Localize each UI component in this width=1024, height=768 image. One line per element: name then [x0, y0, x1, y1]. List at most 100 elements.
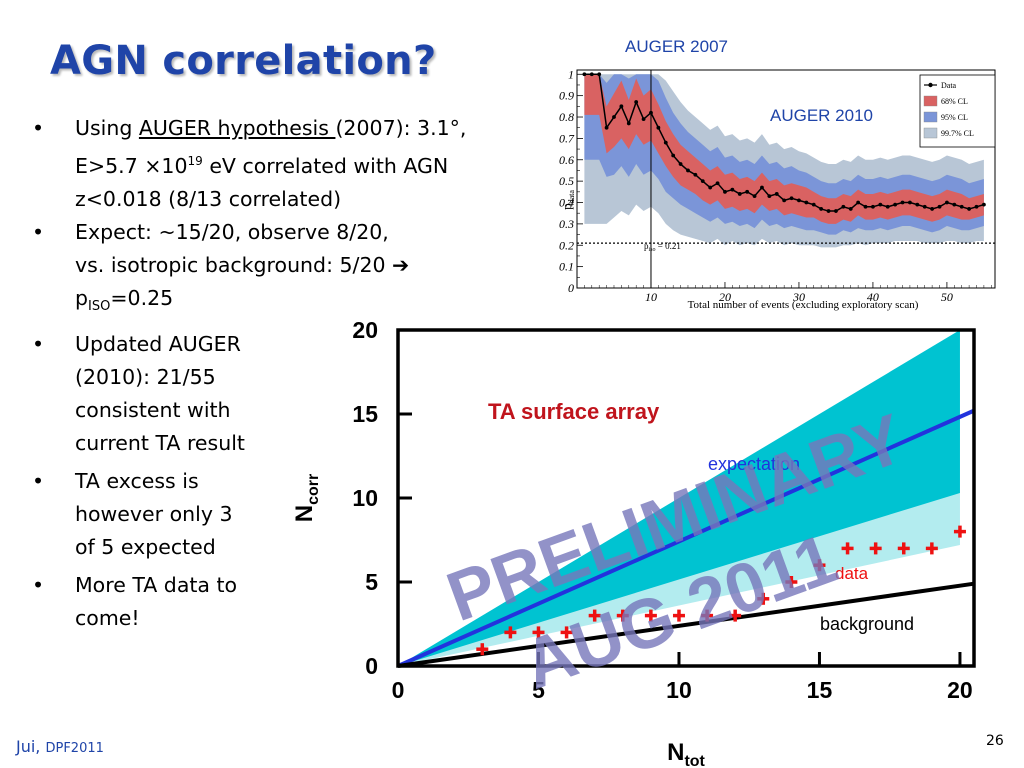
legend-95: 95% CL — [941, 113, 968, 122]
auger-data-point — [774, 192, 779, 196]
ta-data-point — [729, 609, 742, 622]
auger-data-point — [626, 121, 631, 126]
auger-x-tick-label: 10 — [645, 290, 657, 304]
auger-data-point — [589, 72, 594, 77]
auger-data-point — [982, 202, 986, 207]
auger-plot-frame — [576, 69, 996, 289]
auger-data-point — [671, 153, 676, 158]
data-label: data — [835, 564, 869, 583]
auger-data-point — [952, 202, 957, 207]
auger-data-point — [885, 204, 890, 209]
auger-data-point — [612, 115, 616, 119]
ta-title: TA surface array — [488, 399, 660, 424]
ta-data-point — [897, 542, 910, 555]
ta-data-point — [476, 643, 489, 656]
auger-hypothesis-link[interactable]: AUGER hypothesis — [138, 116, 336, 140]
ta-data-point — [701, 609, 714, 622]
auger-data-point — [915, 202, 920, 207]
auger-data-point — [804, 200, 809, 205]
auger-data-point — [900, 200, 905, 205]
auger-y-tick-label: 0.8 — [559, 110, 574, 124]
bullet-auger-hypothesis: Using AUGER hypothesis (2007): 3.1°, E>5… — [30, 112, 466, 216]
expectation-label: expectation — [708, 454, 800, 474]
auger-data-point — [871, 204, 875, 209]
auger-data-point — [752, 194, 757, 198]
auger-data-point — [715, 181, 720, 186]
legend-95-swatch — [923, 111, 938, 123]
auger-2010-label: AUGER 2010 — [770, 106, 873, 125]
auger-x-axis-label: Total number of events (excluding explor… — [688, 299, 919, 311]
p-iso-label: piso = 0.21 — [644, 241, 681, 253]
auger-data-point — [737, 192, 742, 196]
auger-data-point — [959, 204, 964, 209]
ta-data-point — [813, 559, 826, 572]
ta-y-tick-label: 15 — [352, 401, 378, 427]
bullet-expect: Expect: ~15/20, observe 8/20, — [30, 216, 466, 249]
ta-data-point — [588, 609, 601, 622]
auger-x-tick-label: 40 — [867, 290, 879, 304]
ta-x-tick-label: 0 — [392, 677, 405, 703]
auger-data-point — [634, 100, 639, 104]
ta-data-point — [560, 626, 573, 639]
auger-data-point — [723, 189, 727, 194]
auger-2007-label: AUGER 2007 — [625, 37, 728, 56]
auger-data-point — [797, 198, 801, 203]
ta-data-point — [925, 542, 938, 555]
auger-y-tick-label: 0.2 — [559, 238, 574, 252]
band-68-cl — [584, 74, 984, 224]
ta-x-tick-label: 10 — [666, 677, 692, 703]
auger-data-point — [782, 198, 787, 203]
auger-x-tick-label: 30 — [792, 290, 805, 304]
page-number: 26 — [986, 733, 1004, 749]
auger-y-tick-label: 0.7 — [559, 131, 575, 145]
auger-data-point — [848, 207, 853, 211]
ta-data-point — [532, 626, 545, 639]
legend-997: 99.7% CL — [941, 129, 974, 138]
ta-y-tick-label: 10 — [352, 485, 378, 511]
ta-data-point — [672, 609, 685, 622]
auger-data-point — [745, 189, 750, 194]
ta-data-point — [869, 542, 882, 555]
slide-title: AGN correlation? — [50, 38, 437, 84]
auger-data-point — [856, 200, 861, 205]
ta-chart: 0 5 10 15 20 0 5 10 15 20 TA surface array expect… — [291, 317, 976, 768]
auger-y-tick-label: 0 — [568, 281, 574, 295]
ta-x-tick-label: 20 — [947, 677, 973, 703]
auger-data-point — [708, 185, 713, 190]
auger-data-point — [604, 125, 609, 130]
ta-data-point — [953, 525, 966, 538]
ta-data-point — [504, 626, 517, 639]
ta-x-tick-label: 15 — [807, 677, 833, 703]
ta-data-point — [757, 592, 770, 605]
auger-data-point — [760, 185, 764, 190]
bullet-list: Using AUGER hypothesis (2007): 3.1°, E>5… — [30, 112, 466, 635]
auger-data-point — [730, 187, 735, 192]
ta-y-tick-label: 5 — [365, 569, 378, 595]
auger-y-tick-label: 0.3 — [559, 217, 574, 231]
auger-data-point — [937, 204, 942, 209]
auger-data-point — [878, 202, 883, 207]
auger-data-point — [811, 202, 816, 207]
ta-x-tick-label: 5 — [532, 677, 545, 703]
background-line — [397, 581, 975, 668]
auger-x-tick-label: 20 — [719, 290, 731, 304]
auger-y-tick-label: 0.6 — [559, 153, 574, 167]
auger-data-point — [841, 204, 846, 209]
auger-data-point — [945, 200, 949, 205]
legend-68-swatch — [923, 95, 938, 107]
auger-data-point — [974, 204, 979, 209]
auger-data-point — [641, 117, 646, 122]
auger-data-point — [826, 209, 831, 213]
auger-data-point — [930, 207, 935, 211]
ta-y-axis-label: Ncorr — [291, 474, 322, 522]
legend-data: Data — [941, 81, 957, 90]
ta-x-axis-label: Ntot — [667, 739, 705, 768]
auger-data-point — [686, 168, 690, 173]
ta-y-tick-label: 0 — [365, 653, 378, 679]
auger-legend: Data 68% CL 95% CL 99.7% CL — [919, 74, 996, 148]
auger-data-point — [863, 204, 868, 209]
background-label: background — [820, 614, 914, 634]
